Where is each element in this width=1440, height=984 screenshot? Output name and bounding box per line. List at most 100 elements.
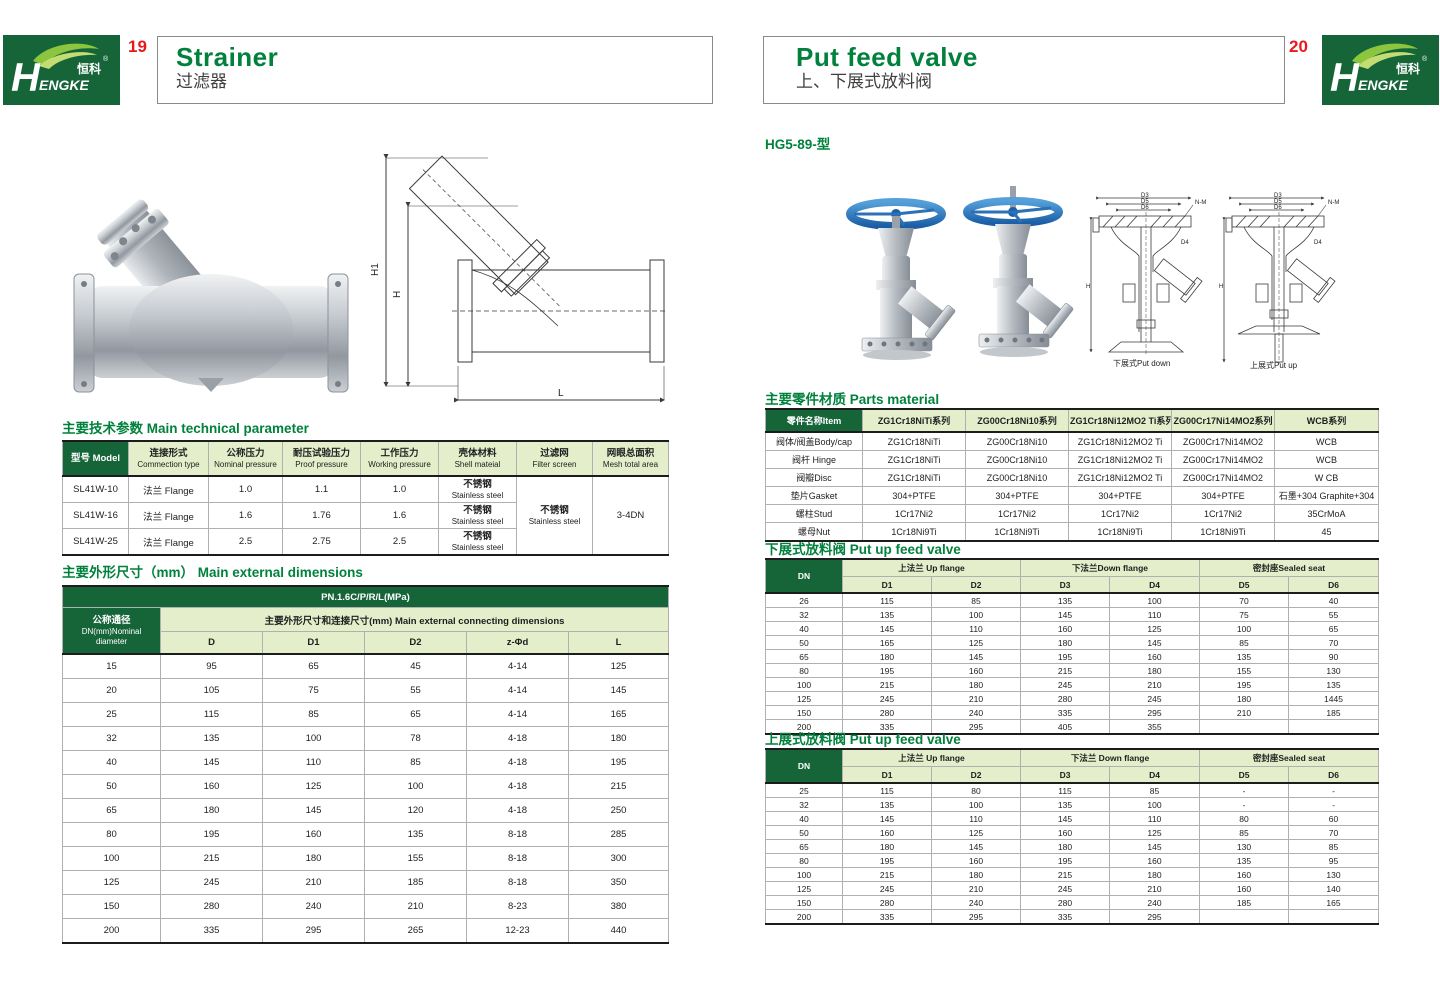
cell: 32 xyxy=(765,797,843,812)
cell: 165 xyxy=(568,702,669,727)
table-row: 100 215 180 215 180 160 130 xyxy=(765,867,1380,882)
cell: 245 xyxy=(160,870,263,895)
table-row: SL41W-25 法兰 Flange 2.5 2.75 2.5 不锈钢 Stain… xyxy=(62,528,669,556)
cell: 115 xyxy=(1020,782,1110,798)
cell: 295 xyxy=(1108,909,1201,925)
cell: 115 xyxy=(842,782,932,798)
cell: 95 xyxy=(1288,853,1380,868)
cell: 100 xyxy=(364,774,467,799)
page-number-left: 19 xyxy=(128,37,147,56)
cell: 145 xyxy=(1020,607,1110,622)
col-header-d6: D6 xyxy=(1288,576,1379,594)
cell: 50 xyxy=(765,825,843,840)
cell: 195 xyxy=(842,663,932,678)
table-row: SL41W-16 法兰 Flange 1.6 1.76 1.6 不锈钢 Stain… xyxy=(62,502,669,529)
cell: 304+PTFE xyxy=(1068,486,1172,505)
cell: 130 xyxy=(1288,867,1380,882)
table-row: 150 280 240 280 240 185 165 xyxy=(765,895,1380,910)
cell: 155 xyxy=(364,846,467,871)
cell: 100 xyxy=(765,867,843,882)
dimensions-title-en: Main external dimensions xyxy=(197,565,363,580)
cell: 25 xyxy=(62,702,161,727)
dimensions-title: 主要外形尺寸（mm） Main external dimensions xyxy=(62,561,363,581)
table-row: 25 115 85 65 4-14 165 xyxy=(62,702,669,727)
cell: 120 xyxy=(364,798,467,823)
cell: 135 xyxy=(842,607,932,622)
dim-d5: D5 xyxy=(1141,199,1149,205)
cell: 2.5 xyxy=(360,528,439,556)
logo-reg: ® xyxy=(1422,55,1428,63)
cell: 8-18 xyxy=(466,870,569,895)
put-up-title-en: Put up feed valve xyxy=(849,732,961,747)
cell: 85 xyxy=(1199,825,1290,840)
cell: 250 xyxy=(568,798,669,823)
cell: 70 xyxy=(1199,592,1289,608)
cell: 145 xyxy=(842,621,932,636)
cell: 180 xyxy=(842,839,932,854)
cell: 180 xyxy=(1020,839,1110,854)
dimensions-title-cn: 主要外形尺寸（mm） xyxy=(62,565,195,580)
cell: 12-23 xyxy=(466,918,569,944)
cell: 280 xyxy=(842,705,932,720)
cell: 110 xyxy=(1108,811,1201,826)
cell: 110 xyxy=(931,811,1021,826)
group-header-sealed-seat: 密封座Sealed seat xyxy=(1199,558,1379,577)
col-header-l: L xyxy=(568,631,669,655)
table-row: 200 335 295 405 355 xyxy=(765,719,1379,735)
table-row: 50 160 125 160 125 85 70 xyxy=(765,825,1380,840)
cell: 100 xyxy=(1109,592,1200,608)
dim-d4: D4 xyxy=(1314,240,1322,246)
cell: 145 xyxy=(842,811,932,826)
group-header-sealed-seat: 密封座Sealed seat xyxy=(1199,748,1380,767)
cell: 45 xyxy=(1274,522,1379,542)
cell: 160 xyxy=(1199,867,1290,882)
cell: 65 xyxy=(364,702,467,727)
cell: 125 xyxy=(765,691,843,706)
cell: 100 xyxy=(931,797,1021,812)
strainer-photo xyxy=(68,188,353,403)
cell: 215 xyxy=(1020,663,1110,678)
cell: 180 xyxy=(1109,663,1200,678)
parts-material-table-body: 阀体/阀盖Body/cap ZG1Cr18NiTi ZG00Cr18Ni10 ZG1C… xyxy=(765,431,1379,542)
tech-params-title-en: Main technical parameter xyxy=(146,421,309,436)
cell: ZG1Cr18Ni12MO2 Ti xyxy=(1068,450,1172,469)
cell: 160 xyxy=(262,822,365,847)
cell: 65 xyxy=(62,798,161,823)
cell: 210 xyxy=(1199,705,1289,720)
cell: 65 xyxy=(1288,621,1379,636)
cell: 240 xyxy=(931,705,1021,720)
col-header-zd: z-Φd xyxy=(466,631,569,655)
table-row: 32 135 100 145 110 75 55 xyxy=(765,607,1379,622)
table-row: SL41W-10 法兰 Flange 1.0 1.1 1.0 不锈钢 Stainl… xyxy=(62,475,669,556)
dim-d3: D3 xyxy=(1274,193,1282,199)
put-down-table: DN 上法兰 Up flange 下法兰Down flange 密封座Seale… xyxy=(765,558,1379,735)
tech-params-title: 主要技术参数 Main technical parameter xyxy=(62,417,309,437)
table-row: 螺柱Stud 1Cr17Ni2 1Cr17Ni2 1Cr17Ni2 1Cr17Ni2 35… xyxy=(765,504,1379,523)
dimensions-table: PN.1.6C/P/R/L(MPa) 公称通径 DN(mm)Nominal di… xyxy=(62,585,669,944)
cell: 135 xyxy=(364,822,467,847)
cell: 1Cr17Ni2 xyxy=(965,504,1069,523)
cell: 185 xyxy=(1199,895,1290,910)
cell: 355 xyxy=(1109,719,1200,735)
cell: 1Cr17Ni2 xyxy=(1171,504,1275,523)
col-header-nominal: 公称压力 xyxy=(226,447,265,459)
cell: 20 xyxy=(62,678,161,703)
cell: 280 xyxy=(1020,895,1110,910)
col-header-d6: D6 xyxy=(1288,766,1380,784)
cell: 380 xyxy=(568,894,669,919)
cell: 65 xyxy=(262,653,365,679)
dim-nm: N-M xyxy=(1328,200,1339,206)
cell: 210 xyxy=(1109,677,1200,692)
cell: - xyxy=(1288,782,1380,798)
table-row: 50 160 125 100 4-18 215 xyxy=(62,774,669,799)
cell: 215 xyxy=(842,677,932,692)
cell: 50 xyxy=(765,635,843,650)
cell: 2.5 xyxy=(208,528,283,556)
col-header-d3: D3 xyxy=(1020,576,1110,594)
col-header-series-1: ZG1Cr18NiTi系列 xyxy=(862,408,966,433)
cell: 145 xyxy=(262,798,365,823)
put-down-title-cn: 下展式放料阀 xyxy=(765,542,846,557)
cell: ZG1Cr18Ni12MO2 Ti xyxy=(1068,468,1172,487)
cell: 335 xyxy=(1020,909,1110,925)
parts-material-table: 零件名称Item ZG1Cr18NiTi系列 ZG00Cr18Ni10系列 ZG… xyxy=(765,408,1379,542)
